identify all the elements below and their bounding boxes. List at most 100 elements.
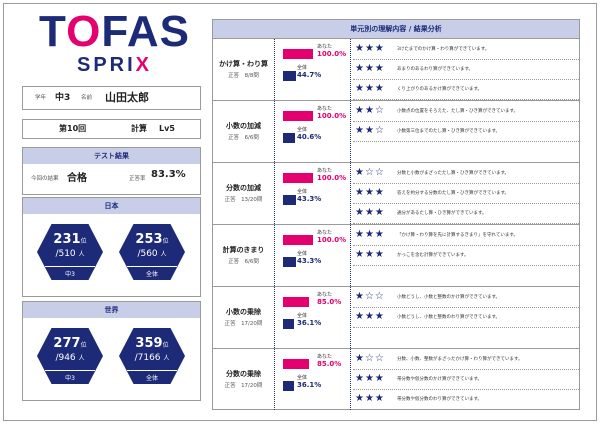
skill-description: 答えを約分する分数のたし算・ひき算ができています。 — [397, 191, 510, 196]
all-label: 全体 — [297, 65, 308, 71]
all-label: 全体 — [297, 127, 308, 133]
unit-header: 小数の加減 正答 6/6問 — [213, 101, 275, 162]
unit-section: 計算のきまり 正答 6/6問 あなた 100.0% 全体 43.3% ★★★ 「かけ算・わり算… — [213, 224, 579, 286]
skill-item: ★☆☆ 小数どうし、小数と整数のかけ算ができています。 — [353, 288, 579, 308]
unit-section: 小数の加減 正答 6/6問 あなた 100.0% 全体 40.6% ★★☆ 小数点の位置をそろ… — [213, 100, 579, 162]
skill-description: 分数と小数がまざったたし算・ひき算ができています。 — [397, 171, 510, 176]
you-label: あなた — [317, 44, 333, 50]
exam-level: Lv5 — [159, 124, 175, 133]
you-rate-bar — [283, 173, 313, 183]
all-rate-bar — [283, 257, 296, 267]
all-rate-bar — [283, 381, 294, 391]
tofas-logo: TOFAS SPRIX — [22, 7, 207, 77]
skill-description: 「かけ算・わり算を先に計算するきまり」を守れています。 — [397, 233, 518, 238]
unit-header: 分数の加減正答 13/20問 — [213, 163, 275, 224]
unit-name: かけ算・わり算 — [219, 60, 268, 68]
you-rate-bar — [283, 359, 309, 369]
you-rate-bar — [283, 49, 313, 59]
star-rating-icon: ★☆☆ — [355, 291, 385, 302]
all-rate-bar — [283, 319, 294, 329]
all-rate: 43.3% — [297, 195, 322, 203]
skill-item: ★★★ 通分があるたし算・ひき算ができています。 — [353, 204, 579, 224]
exam-info: 第10回 計算 Lv5 — [22, 119, 201, 139]
all-label: 全体 — [297, 375, 308, 381]
star-rating-icon: ★★★ — [355, 207, 385, 218]
japan-overall-rank-badge: 253位 /560 人 全体 — [119, 224, 185, 280]
unit-name: 計算のきまり — [222, 246, 265, 254]
skill-description: 小数点の位置をそろえた、たし算・ひき算ができています。 — [397, 109, 519, 114]
skill-description: 小数第三位までのたし算・ひき算ができています。 — [397, 129, 501, 134]
skill-description: 帯分数や仮分数のわり算ができています。 — [397, 397, 483, 402]
you-label: あなた — [317, 168, 333, 174]
logo-sprix: SPRIX — [76, 54, 153, 76]
star-rating-icon: ★★★ — [355, 43, 385, 54]
unit-name: 分数の乗除 — [226, 370, 261, 378]
you-label: あなた — [317, 292, 333, 298]
test-result-panel: テスト結果 今回の結果 合格 正答率 83.3% — [22, 147, 201, 195]
all-rate-bar — [283, 133, 295, 143]
all-rate: 36.1% — [297, 319, 322, 327]
star-rating-icon: ★★★ — [355, 63, 385, 74]
skill-item: ★★★ くり上がりのあるかけ算ができています。 — [353, 80, 579, 100]
all-rate: 40.6% — [297, 133, 322, 141]
skill-description: 小数どうし、小数と整数のわり算ができています。 — [397, 315, 501, 320]
star-rating-icon: ★★☆ — [355, 125, 385, 136]
you-rate: 85.0% — [317, 360, 342, 368]
unit-bars: あなた 100.0% 全体 43.3% — [275, 163, 351, 224]
you-rate: 100.0% — [317, 50, 347, 58]
unit-name: 小数の乗除 — [226, 308, 261, 316]
star-rating-icon: ★☆☆ — [355, 167, 385, 178]
unit-bars: あなた 85.0% 全体 36.1% — [275, 349, 351, 410]
all-label: 全体 — [297, 251, 308, 257]
world-ranking-panel: 世界 277位 /946 人 中3 359位 /7166 人 全体 — [22, 301, 201, 401]
star-rating-icon: ★★★ — [355, 83, 385, 94]
all-label: 全体 — [297, 189, 308, 195]
logo-wordmark: TOFAS — [39, 7, 190, 56]
skill-item: ★★★ かっこを含む計算ができています。 — [353, 246, 579, 266]
unit-score: 正答 8/8問 — [228, 73, 259, 79]
world-grade-rank-badge: 277位 /946 人 中3 — [37, 328, 103, 384]
unit-header: 計算のきまり 正答 6/6問 — [213, 225, 275, 286]
result-value: 合格 — [67, 173, 87, 184]
unit-section: 分数の乗除正答 17/20問 あなた 85.0% 全体 36.1% ★☆☆ 分数、小数、整数… — [213, 348, 579, 410]
skill-item: ★★☆ 小数点の位置をそろえた、たし算・ひき算ができています。 — [353, 102, 579, 122]
skill-description: 3けたまでのかけ算・わり算ができています。 — [397, 47, 490, 52]
unit-score: 正答 13/20問 — [224, 197, 263, 203]
skill-item: ★☆☆ 分数、小数、整数がまざったかけ算・わり算ができています。 — [353, 350, 579, 370]
star-rating-icon: ★★★ — [355, 393, 385, 404]
skill-description: 小数どうし、小数と整数のかけ算ができています。 — [397, 295, 501, 300]
skill-description: くり上がりのあるかけ算ができています。 — [397, 87, 483, 92]
skill-description: あまりのあるわり算ができています。 — [397, 67, 474, 72]
report-frame — [3, 3, 597, 421]
skill-item: ★★★ 3けたまでのかけ算・わり算ができています。 — [353, 40, 579, 60]
you-label: あなた — [317, 354, 333, 360]
you-label: あなた — [317, 106, 333, 112]
skill-description: 帯分数や仮分数のかけ算ができています。 — [397, 377, 483, 382]
unit-section: 分数の加減 正答 13/20問 あなた 100.0% 全体 43.3% ★☆☆ 分数と小数がま… — [213, 162, 579, 224]
star-rating-icon: ★★★ — [355, 373, 385, 384]
name-label: 名前 — [81, 95, 93, 101]
unit-name: 分数の加減 — [226, 184, 261, 192]
all-rate-bar — [283, 71, 296, 81]
world-title: 世界 — [23, 302, 200, 318]
skill-item: ★★★ 帯分数や仮分数のかけ算ができています。 — [353, 370, 579, 390]
all-rate-bar — [283, 195, 296, 205]
analysis-title: 単元別の理解内容 / 結果分析 — [213, 20, 579, 38]
unit-header: かけ算・わり算 正答 8/8問 — [213, 39, 275, 100]
unit-score: 正答 17/20問 — [224, 383, 263, 389]
all-rate: 36.1% — [297, 381, 322, 389]
star-rating-icon: ★★★ — [355, 229, 385, 240]
unit-name: 小数の加減 — [226, 122, 261, 130]
student-name: 山田太郎 — [105, 91, 149, 104]
unit-bars: あなた 100.0% 全体 44.7% — [275, 39, 351, 100]
skill-item: ★★★ あまりのあるわり算ができています。 — [353, 60, 579, 80]
you-rate-bar — [283, 297, 309, 307]
all-rate: 44.7% — [297, 71, 322, 79]
you-rate: 100.0% — [317, 112, 347, 120]
unit-bars: あなた 100.0% 全体 43.3% — [275, 225, 351, 286]
unit-analysis-table: 単元別の理解内容 / 結果分析 かけ算・わり算 正答 8/8問 あなた 100.0% 全… — [212, 19, 580, 410]
star-rating-icon: ★☆☆ — [355, 353, 385, 364]
exam-subject: 計算 — [131, 124, 147, 133]
unit-section: 小数の乗除 正答 17/20問 あなた 85.0% 全体 36.1% ★☆☆ 小数どうし、小数… — [213, 286, 579, 348]
result-label: 今回の結果 — [31, 176, 59, 182]
